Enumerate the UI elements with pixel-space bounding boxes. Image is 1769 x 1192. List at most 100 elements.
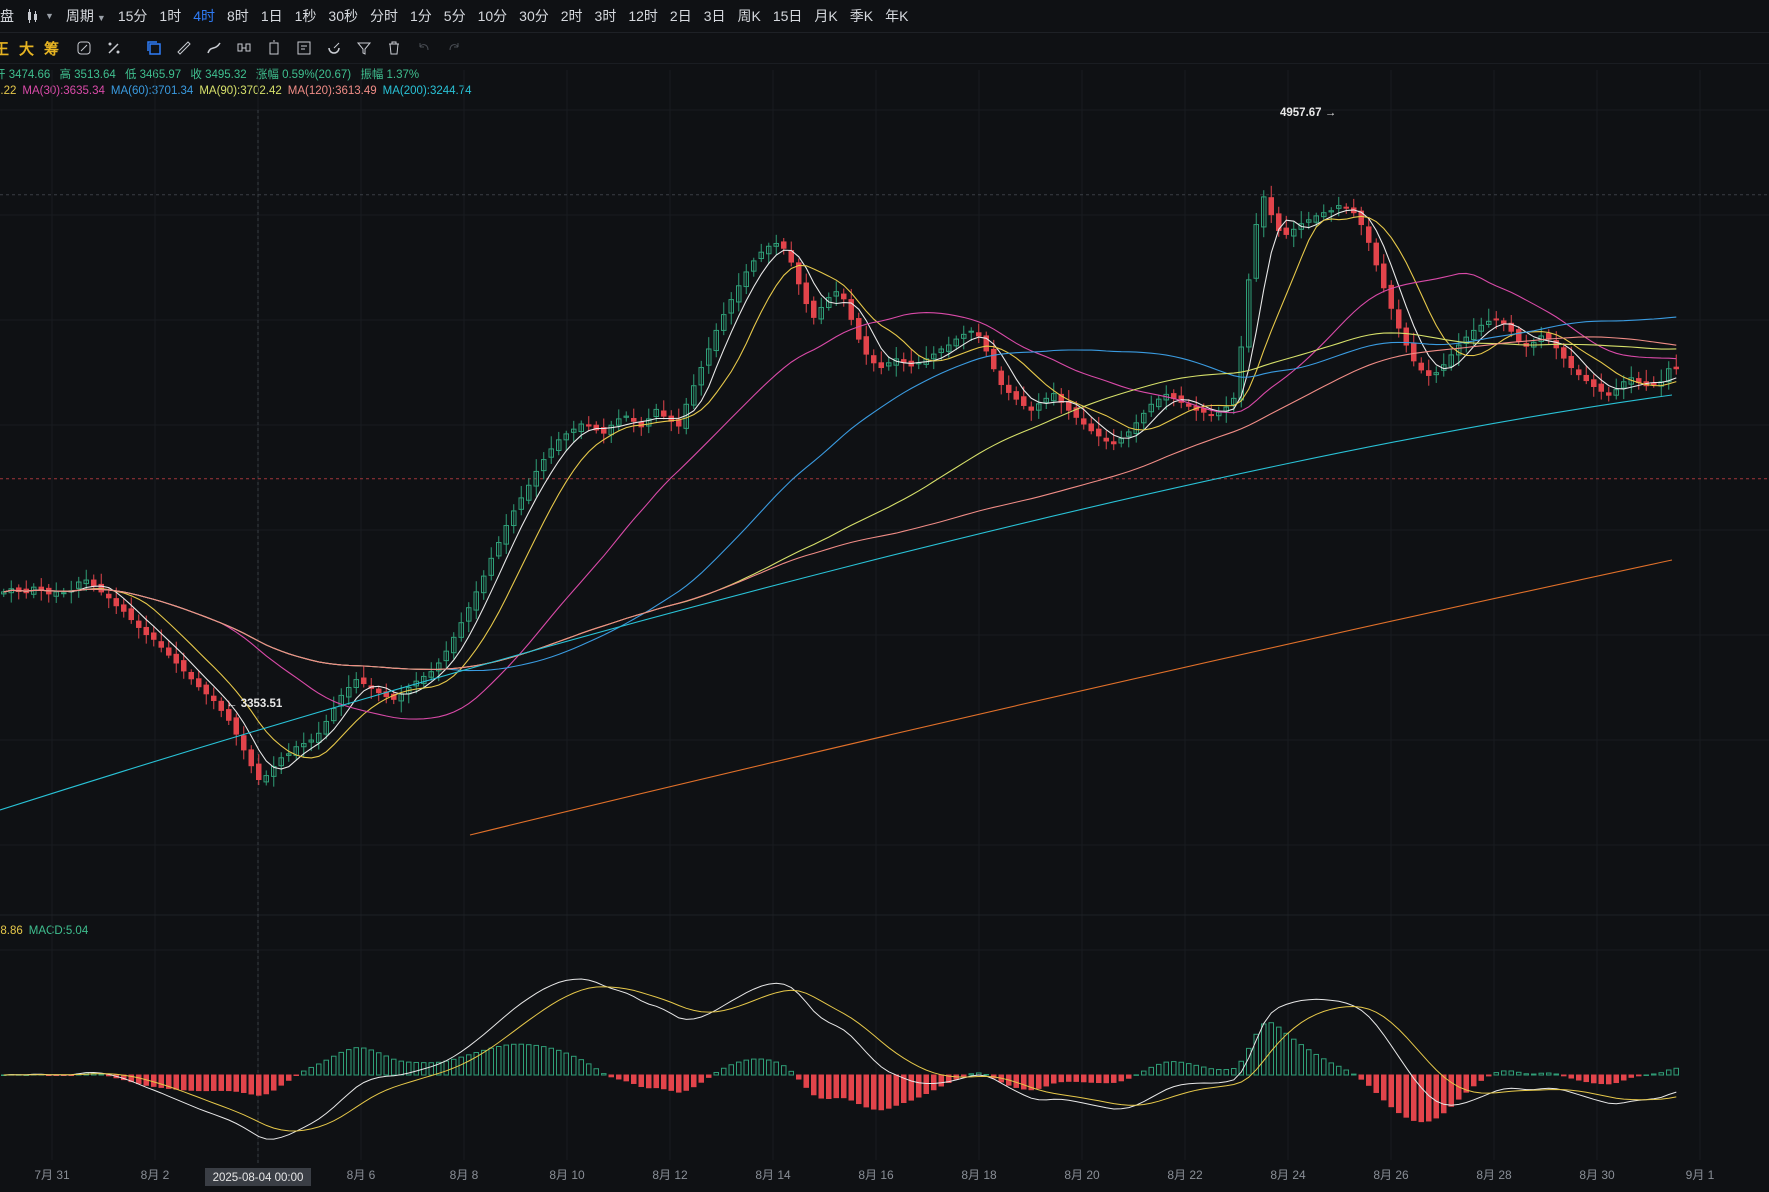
macd-bar <box>548 1047 554 1076</box>
macd-legend-0: 78.86 <box>0 925 23 937</box>
macd-bar <box>1036 1074 1042 1089</box>
x-tick-label: 8月 22 <box>1167 1168 1203 1182</box>
macd-bar <box>526 1044 532 1076</box>
candle-body <box>316 732 322 743</box>
macd-bar <box>1441 1074 1447 1114</box>
tool-text-1[interactable]: 大 <box>19 40 35 58</box>
x-tick-label: 8月 28 <box>1476 1168 1512 1182</box>
period-17[interactable]: 周K <box>737 8 761 24</box>
pen-clear-icon[interactable] <box>99 33 129 63</box>
period-2[interactable]: 4时 <box>193 8 216 24</box>
period-9[interactable]: 5分 <box>443 8 466 24</box>
undo-icon[interactable] <box>409 33 439 63</box>
brush-icon[interactable] <box>199 33 229 63</box>
candle-body <box>1306 219 1312 223</box>
candle-body <box>263 775 269 783</box>
filter-icon[interactable] <box>349 33 379 63</box>
period-21[interactable]: 年K <box>885 8 909 24</box>
macd-bar <box>361 1047 367 1076</box>
ohlc-amplitude: 振幅 1.37% <box>360 69 420 81</box>
chart-type-icon[interactable]: ▼ <box>20 9 60 23</box>
period-6[interactable]: 30秒 <box>328 8 358 24</box>
candle-body <box>1486 320 1492 325</box>
period-14[interactable]: 12时 <box>628 8 658 24</box>
candle-body <box>1576 369 1582 376</box>
macd-bar <box>466 1054 472 1076</box>
period-16[interactable]: 3日 <box>703 8 726 24</box>
candle-body <box>218 700 224 711</box>
macd-bar <box>1148 1066 1154 1076</box>
macd-bar <box>1628 1074 1634 1078</box>
macd-bar <box>1051 1074 1057 1084</box>
period-1[interactable]: 1时 <box>159 8 182 24</box>
tool-text-0[interactable]: 王 <box>0 40 10 58</box>
redo-icon[interactable] <box>439 33 469 63</box>
candle-body <box>428 671 434 678</box>
candle-compare-icon[interactable] <box>229 33 259 63</box>
macd-bar <box>1261 1023 1267 1076</box>
ma-legend-1: MA(30):3635.34 <box>22 85 105 97</box>
period-11[interactable]: 30分 <box>519 8 549 24</box>
macd-bar <box>503 1044 509 1076</box>
macd-bar <box>203 1074 209 1092</box>
drawing-toolbar: 王 大 筹 <box>0 33 1769 64</box>
period-list: 15分 1时 4时 8时 1日 1秒 30秒 分时 1分 5分 10分 30分 2时 3时 12时 2日 3日周… <box>112 6 915 26</box>
macd-bar <box>196 1074 202 1092</box>
period-19[interactable]: 月K <box>814 8 838 24</box>
period-20[interactable]: 季K <box>849 8 874 24</box>
period-12[interactable]: 2时 <box>560 8 583 24</box>
candle-body <box>1156 398 1162 408</box>
macd-bar <box>946 1074 952 1084</box>
macd-bar <box>1478 1074 1484 1081</box>
period-13[interactable]: 3时 <box>594 8 617 24</box>
macd-bar <box>473 1052 479 1076</box>
macd-bar <box>1486 1074 1492 1077</box>
candle-body <box>1433 372 1439 376</box>
ruler-icon[interactable] <box>169 33 199 63</box>
period-dropdown-label: 周期 <box>65 8 94 24</box>
macd-bar <box>226 1074 232 1092</box>
macd-bar <box>248 1074 254 1095</box>
macd-bar <box>766 1059 772 1076</box>
macd-bar <box>533 1044 539 1076</box>
x-tick-label: 8月 18 <box>961 1168 997 1182</box>
ohlc-open: 开 3474.66 <box>0 69 51 81</box>
ma60-line <box>3 316 1677 672</box>
candle-body <box>1396 309 1402 329</box>
macd-bar <box>1313 1053 1319 1076</box>
macd-bar <box>421 1062 427 1076</box>
candle-body <box>158 641 164 648</box>
market-tab-cut[interactable]: 盘 <box>0 8 14 24</box>
tile-icon[interactable] <box>259 33 289 63</box>
trash-icon[interactable] <box>379 33 409 63</box>
candle-body <box>113 598 119 607</box>
period-0[interactable]: 15分 <box>117 8 148 24</box>
macd-bar <box>376 1052 382 1076</box>
macd-bar <box>1336 1065 1342 1076</box>
overlay-icon[interactable] <box>69 33 99 63</box>
copy-icon[interactable] <box>139 33 169 63</box>
note-icon[interactable] <box>289 33 319 63</box>
candle-body <box>751 260 757 272</box>
macd-bar <box>1163 1061 1169 1076</box>
tool-text-2[interactable]: 筹 <box>44 40 60 58</box>
candle-body <box>983 335 989 352</box>
period-15[interactable]: 2日 <box>669 8 692 24</box>
period-3[interactable]: 8时 <box>227 8 249 24</box>
period-7[interactable]: 分时 <box>369 8 398 24</box>
period-10[interactable]: 10分 <box>477 8 508 24</box>
period-18[interactable]: 15日 <box>772 8 803 24</box>
macd-bar <box>751 1058 757 1076</box>
period-5[interactable]: 1秒 <box>294 8 317 24</box>
period-dropdown[interactable]: 周期 ▼ <box>60 6 112 26</box>
period-8[interactable]: 1分 <box>409 8 432 24</box>
candle-body <box>721 314 727 331</box>
macd-bar <box>563 1052 569 1076</box>
candle-body <box>91 579 97 587</box>
candle-body <box>1448 354 1454 367</box>
period-4[interactable]: 1日 <box>260 8 283 24</box>
magnet-icon[interactable] <box>319 33 349 63</box>
ohlc-low: 低 3465.97 <box>124 69 182 81</box>
macd-bar <box>826 1074 832 1099</box>
